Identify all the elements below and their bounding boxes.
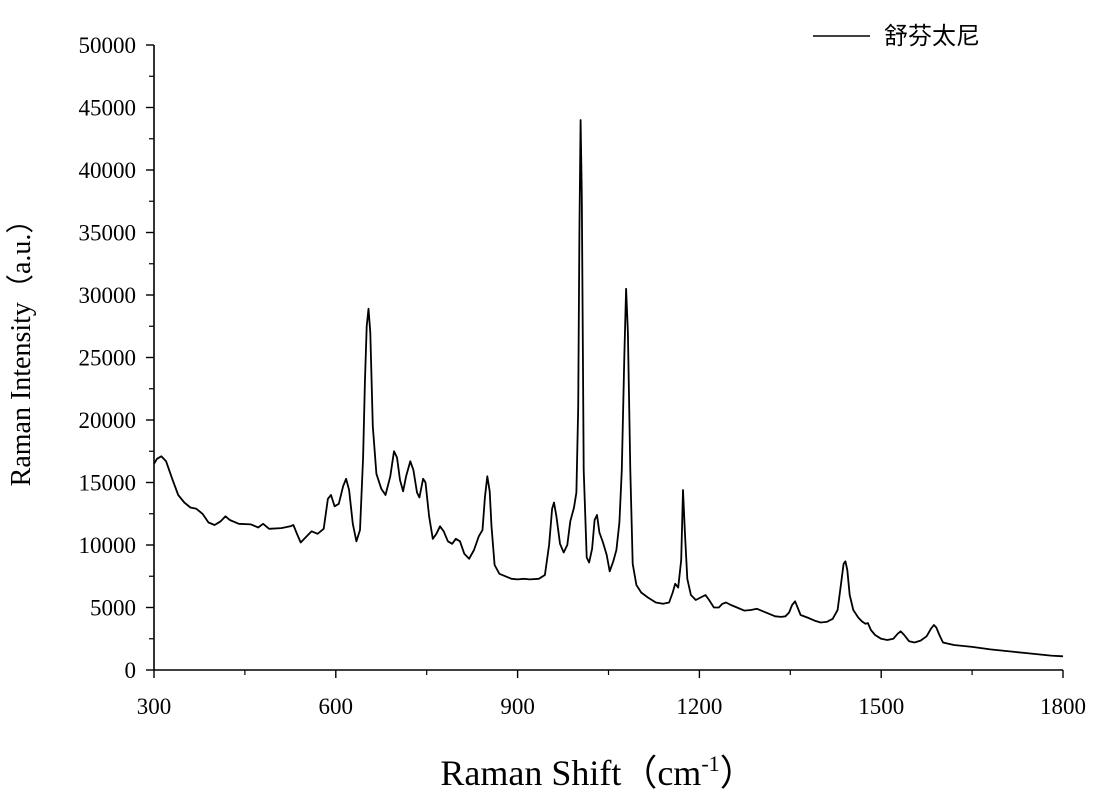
y-tick-label: 35000 — [79, 221, 137, 246]
y-tick-label: 45000 — [79, 96, 137, 121]
x-tick-label: 900 — [500, 694, 535, 719]
y-tick-label: 0 — [125, 658, 137, 683]
ticks: 300 600 900 1200 1500 1800 0 5000 10000 15000 2000… — [79, 33, 1087, 719]
series-layer — [153, 119, 1064, 658]
x-axis-title-main: Raman Shift（cm — [440, 753, 701, 793]
legend: 舒芬太尼 — [813, 22, 980, 50]
y-tick-label: 50000 — [79, 33, 137, 58]
y-tick-label: 30000 — [79, 283, 137, 308]
axes — [153, 45, 1063, 671]
y-tick-label: 25000 — [79, 346, 137, 371]
y-tick-label: 40000 — [79, 158, 137, 183]
x-tick-label: 300 — [137, 694, 172, 719]
x-tick-label: 600 — [319, 694, 354, 719]
x-tick-label: 1800 — [1040, 694, 1086, 719]
y-axis-title: Raman Intensity（a.u.） — [5, 206, 37, 487]
series-line-spectrum — [153, 119, 1064, 658]
x-axis-title: Raman Shift（cm-1） — [440, 751, 755, 793]
x-tick-label: 1200 — [676, 694, 722, 719]
y-tick-label: 20000 — [79, 408, 137, 433]
y-tick-label: 15000 — [79, 471, 137, 496]
x-tick-label: 1500 — [858, 694, 904, 719]
x-axis-title-superscript: -1 — [701, 751, 719, 776]
y-tick-label: 10000 — [79, 533, 137, 558]
legend-label: 舒芬太尼 — [884, 22, 980, 50]
x-axis-title-suffix: ） — [720, 753, 756, 793]
y-tick-label: 5000 — [90, 596, 136, 621]
